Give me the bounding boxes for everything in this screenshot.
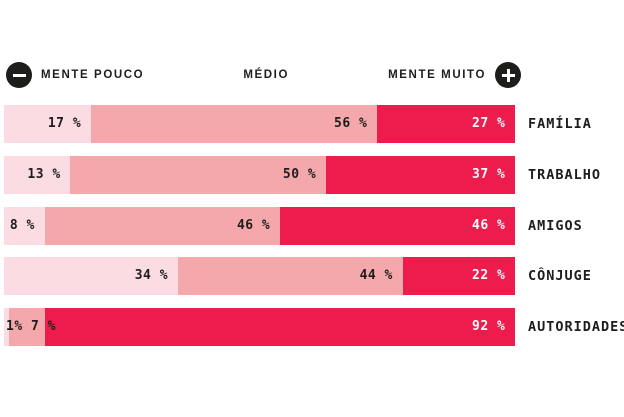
bar-segment-mente-pouco bbox=[4, 308, 10, 346]
legend-item-medio: MÉDIO bbox=[243, 69, 289, 81]
segment-value-label: 22 % bbox=[472, 268, 506, 283]
stacked-bar: 17 % 56 % 27 % bbox=[4, 105, 515, 143]
bar-segment-mente-pouco bbox=[4, 156, 71, 194]
bar-segment-mente-muito bbox=[402, 257, 515, 295]
bar-segment-mente-muito bbox=[377, 105, 515, 143]
segment-value-label: 1% bbox=[6, 319, 23, 334]
category-label: TRABALHO bbox=[528, 167, 602, 183]
bar-segment-mente-pouco bbox=[4, 207, 45, 245]
legend-item-mente-muito: MENTE MUITO bbox=[388, 62, 521, 88]
bar-row-autoridades: 1% 7 % 92 % AUTORIDADES bbox=[0, 308, 624, 346]
chart-legend: MENTE POUCO MÉDIO MENTE MUITO bbox=[6, 62, 521, 88]
segment-value-label: 46 % bbox=[236, 218, 271, 233]
category-label: FAMÍLIA bbox=[528, 116, 592, 132]
segment-value-label: 37 % bbox=[472, 167, 506, 182]
legend-label-mente-muito: MENTE MUITO bbox=[388, 69, 486, 81]
segment-value-label: 56 % bbox=[334, 116, 368, 131]
bar-segment-mente-muito bbox=[279, 207, 515, 245]
category-label: AMIGOS bbox=[528, 218, 583, 234]
bar-segment-me-dio bbox=[177, 257, 403, 295]
segment-value-label: 50 % bbox=[282, 167, 317, 182]
segment-value-label: 27 % bbox=[472, 116, 506, 131]
bar-segment-mente-pouco bbox=[4, 105, 91, 143]
stacked-bar: 34 % 44 % 22 % bbox=[4, 257, 515, 295]
bar-rows: 17 % 56 % 27 % FAMÍLIA 13 % 50 % 37 % TRABALHO 8… bbox=[0, 105, 624, 365]
legend-item-mente-pouco: MENTE POUCO bbox=[6, 62, 144, 88]
segment-value-label: 17 % bbox=[47, 116, 82, 131]
segment-value-label: 8 % bbox=[9, 218, 35, 233]
segment-value-label: 46 % bbox=[472, 218, 506, 233]
legend-label-mente-pouco: MENTE POUCO bbox=[41, 69, 145, 81]
segment-value-label: 13 % bbox=[27, 167, 61, 182]
bar-segment-mente-pouco bbox=[4, 257, 178, 295]
legend-label-medio: MÉDIO bbox=[243, 69, 290, 81]
bar-segment-mente-muito bbox=[44, 308, 515, 346]
segment-value-label: 7 % bbox=[31, 319, 56, 334]
bar-row-fami-lia: 17 % 56 % 27 % FAMÍLIA bbox=[0, 105, 624, 143]
bar-segment-mente-muito bbox=[325, 156, 515, 194]
segment-value-label: 92 % bbox=[472, 319, 506, 334]
segment-value-label: 44 % bbox=[359, 268, 393, 283]
bar-segment-me-dio bbox=[90, 105, 378, 143]
bar-segment-me-dio bbox=[70, 156, 326, 194]
plus-circle-icon bbox=[495, 62, 521, 88]
bar-row-trabalho: 13 % 50 % 37 % TRABALHO bbox=[0, 156, 624, 194]
bar-row-amigos: 8 % 46 % 46 % AMIGOS bbox=[0, 207, 624, 245]
segment-value-label: 34 % bbox=[134, 268, 169, 283]
stacked-bar: 1% 7 % 92 % bbox=[4, 308, 515, 346]
category-label: CÔNJUGE bbox=[528, 268, 592, 284]
bar-segment-me-dio bbox=[9, 308, 45, 346]
stacked-bar: 13 % 50 % 37 % bbox=[4, 156, 515, 194]
stacked-bar: 8 % 46 % 46 % bbox=[4, 207, 515, 245]
category-label: AUTORIDADES bbox=[528, 319, 624, 335]
bar-segment-me-dio bbox=[44, 207, 280, 245]
minus-circle-icon bbox=[6, 62, 32, 88]
bar-row-co-njuge: 34 % 44 % 22 % CÔNJUGE bbox=[0, 257, 624, 295]
